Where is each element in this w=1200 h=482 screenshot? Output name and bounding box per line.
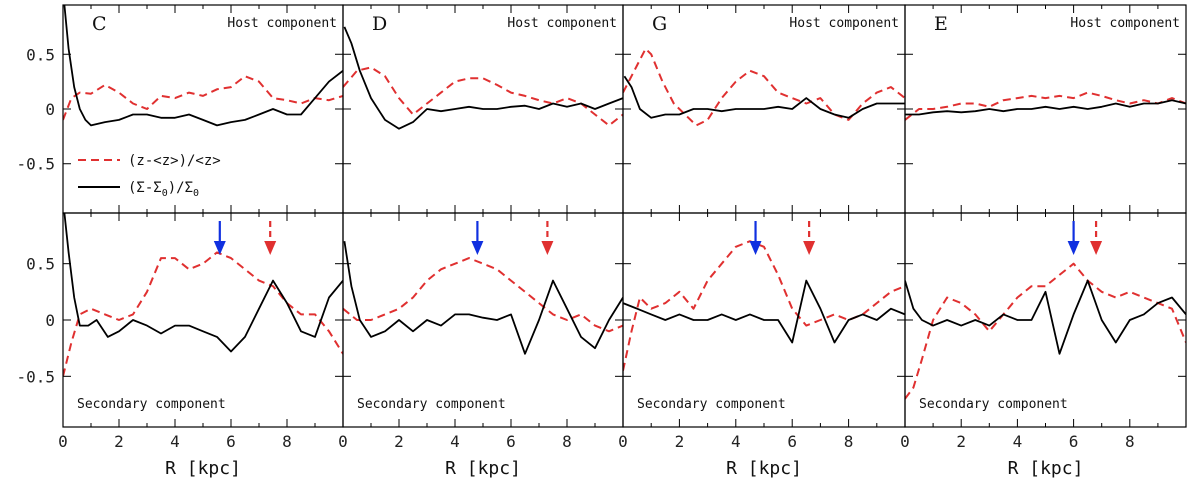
- series-line-sigma-solid: [905, 99, 1186, 116]
- red-arrow-head: [1090, 241, 1103, 255]
- x-tick-label: 8: [562, 432, 572, 451]
- x-tick-label: 4: [731, 432, 741, 451]
- secondary-component-label: Secondary component: [919, 397, 1068, 412]
- series-line-z-dashed: [905, 262, 1186, 400]
- x-tick-label: 0: [900, 432, 910, 451]
- legend-sigma-sub2: 0: [193, 188, 199, 199]
- legend-sigma-part1: (Σ-Σ: [128, 180, 162, 196]
- panel-letter: C: [92, 13, 107, 35]
- x-tick-label: 2: [114, 432, 124, 451]
- legend: (z-<z>)/<z> (Σ-Σ0)/Σ0: [78, 153, 221, 199]
- panel-letter: D: [372, 13, 387, 35]
- host-component-label: Host component: [789, 16, 899, 31]
- series-line-z-dashed: [63, 251, 343, 377]
- y-tick-label: 0: [45, 100, 55, 119]
- x-axis-label: R [kpc]: [726, 458, 802, 479]
- host-component-label: Host component: [227, 16, 337, 31]
- x-tick-label: 8: [1125, 432, 1135, 451]
- secondary-component-label: Secondary component: [357, 397, 506, 412]
- panel-letter: E: [934, 13, 948, 35]
- legend-sigma-sub1: 0: [162, 188, 168, 199]
- panel-frame: [342, 212, 624, 428]
- panel-C-row0: [63, 5, 343, 127]
- series-line-z-dashed: [905, 91, 1186, 121]
- blue-arrow-head: [749, 241, 762, 255]
- red-arrow-head: [541, 241, 554, 255]
- panel-frame: [62, 212, 344, 428]
- series-line-z-dashed: [63, 75, 343, 121]
- y-tick-label: -0.5: [16, 155, 55, 174]
- host-component-label: Host component: [1070, 16, 1180, 31]
- x-tick-label: 6: [226, 432, 236, 451]
- x-axis-label: R [kpc]: [165, 458, 241, 479]
- red-arrow-head: [803, 241, 816, 255]
- host-component-label: Host component: [507, 16, 617, 31]
- panel-G-row1: [623, 240, 905, 371]
- x-tick-label: 2: [394, 432, 404, 451]
- x-tick-label: 2: [675, 432, 685, 451]
- blue-arrow-head: [213, 241, 226, 255]
- x-tick-label: 0: [338, 432, 348, 451]
- series-line-sigma-solid: [343, 241, 623, 355]
- panel-E-row0: [905, 91, 1186, 121]
- x-tick-label: 6: [1069, 432, 1079, 451]
- panel-D-row0: [343, 26, 623, 130]
- x-tick-label: 4: [450, 432, 460, 451]
- red-arrow-head: [264, 241, 277, 255]
- series-line-sigma-solid: [623, 75, 905, 119]
- legend-sigma-part2: )/Σ: [168, 180, 193, 196]
- x-axis-label: R [kpc]: [1008, 458, 1084, 479]
- blue-arrow-head: [471, 241, 484, 255]
- panel-frame: [62, 4, 344, 214]
- series-line-sigma-solid: [63, 5, 343, 127]
- y-tick-label: 0: [45, 311, 55, 330]
- x-tick-label: 4: [1013, 432, 1023, 451]
- y-tick-label: 0.5: [26, 255, 55, 274]
- x-tick-label: 8: [282, 432, 292, 451]
- x-tick-label: 0: [58, 432, 68, 451]
- panel-letter: G: [652, 13, 667, 35]
- series-line-sigma-solid: [623, 279, 905, 344]
- panel-C-row1: [63, 213, 343, 377]
- legend-label-z: (z-<z>)/<z>: [128, 153, 221, 169]
- panel-D-row1: [343, 241, 623, 355]
- series-line-sigma-solid: [343, 26, 623, 130]
- secondary-component-label: Secondary component: [77, 397, 226, 412]
- x-axis-label: R [kpc]: [445, 458, 521, 479]
- panels-layer: -0.5 0 0.5 -0.5 0 0.5 0 2 4 6 8 R [kpc] 0 2 4 6 8 R [kpc]…: [16, 4, 1187, 479]
- series-line-sigma-solid: [63, 213, 343, 353]
- y-tick-label: -0.5: [16, 367, 55, 386]
- blue-arrow-head: [1067, 241, 1080, 255]
- panel-G-row0: [623, 47, 905, 127]
- secondary-component-label: Secondary component: [637, 397, 786, 412]
- x-tick-label: 6: [787, 432, 797, 451]
- x-tick-label: 4: [170, 432, 180, 451]
- y-tick-label: 0.5: [26, 45, 55, 64]
- series-line-sigma-solid: [905, 279, 1186, 355]
- legend-label-sigma: (Σ-Σ0)/Σ0: [128, 180, 199, 199]
- panel-E-row1: [905, 262, 1186, 400]
- panel-frame: [904, 4, 1187, 214]
- series-line-z-dashed: [623, 240, 905, 371]
- x-tick-label: 8: [844, 432, 854, 451]
- x-tick-label: 2: [956, 432, 966, 451]
- series-line-z-dashed: [343, 257, 623, 333]
- x-tick-label: 6: [506, 432, 516, 451]
- x-tick-label: 0: [618, 432, 628, 451]
- series-line-z-dashed: [343, 66, 623, 127]
